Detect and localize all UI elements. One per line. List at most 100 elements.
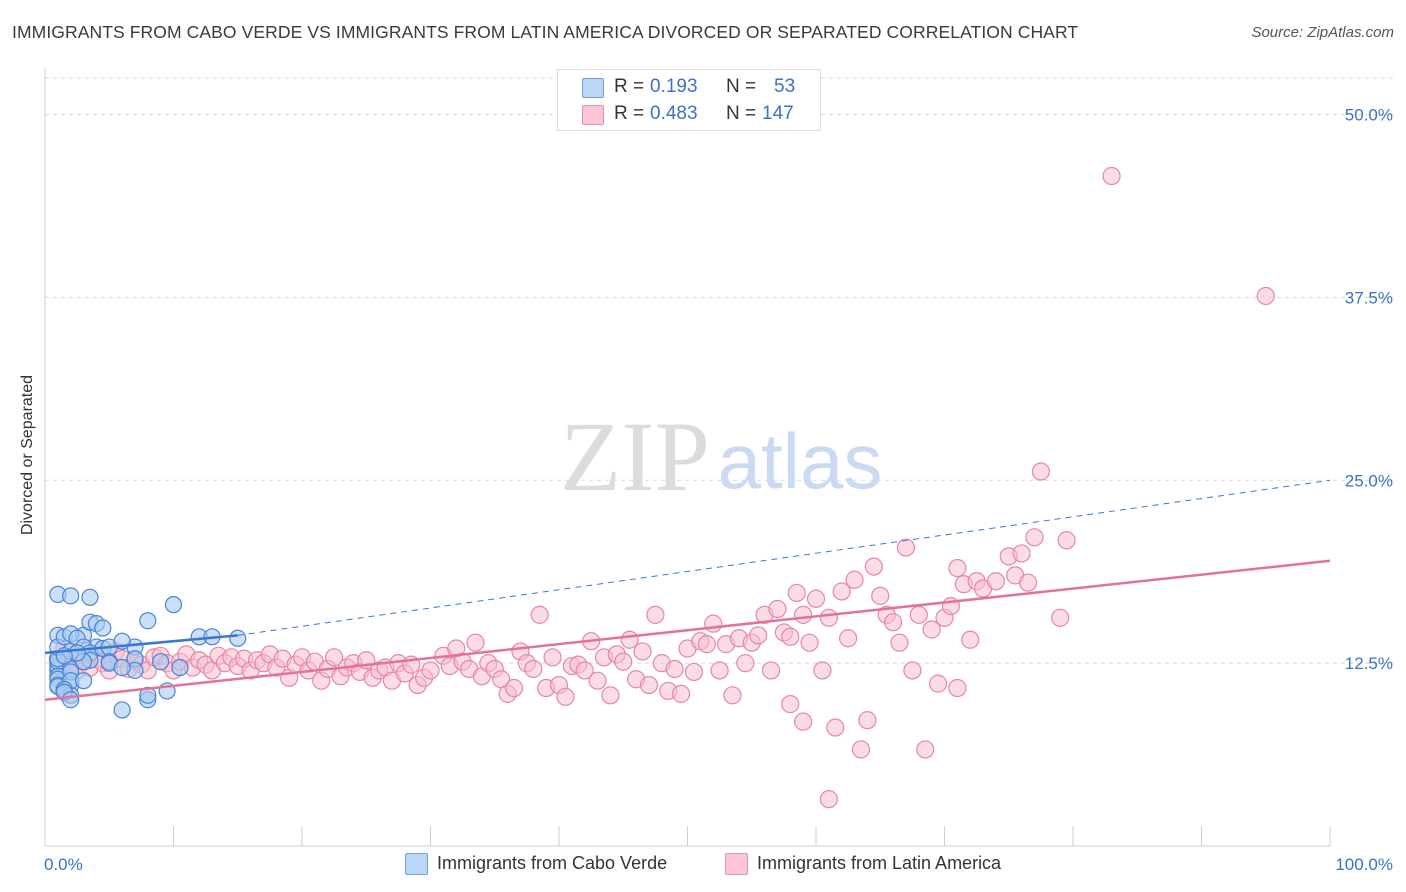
data-point-latin-america [1256,286,1275,306]
x-tick-label: 100.0% [1335,855,1393,874]
data-point-latin-america [916,740,935,759]
data-point-latin-america [928,674,948,693]
data-point-latin-america [601,686,620,705]
data-point-latin-america [1018,573,1038,592]
data-point-latin-america [909,605,928,624]
data-point-latin-america [839,629,858,648]
data-point-latin-america [530,605,549,624]
legend-r-value: 0.193 [650,76,698,97]
data-point-latin-america [504,678,524,698]
data-point-latin-america [806,589,826,608]
bottom-legend-label: Immigrants from Latin America [757,853,1002,873]
data-point-latin-america [948,678,967,698]
legend-r-value: 0.483 [650,103,698,124]
data-point-latin-america [800,633,819,652]
data-point-latin-america [697,635,716,654]
bottom-legend-label: Immigrants from Cabo Verde [437,853,668,873]
legend-swatch-pink [582,105,604,125]
data-point-latin-america [646,605,665,624]
data-point-latin-america [832,582,851,601]
watermark-atlas: atlas [718,417,883,505]
x-tick-label: 0.0% [44,855,83,874]
y-axis-label: Divorced or Separated [19,374,36,536]
data-point-latin-america [325,648,344,667]
data-point-latin-america [633,642,652,661]
trend-lines [44,479,1331,701]
bottom-legend-swatch-blue [405,853,428,875]
data-point-latin-america [684,662,704,682]
data-point-cabo-verde [171,658,189,677]
data-point-latin-america [710,661,729,680]
source-credit: Source: ZipAtlas.com [1251,24,1394,41]
data-point-cabo-verde [113,701,131,719]
data-point-latin-america [723,686,742,705]
data-point-latin-america [858,711,877,730]
data-point-latin-america [845,570,864,589]
trend-line-cabo-verde-extrapolated [237,479,1331,636]
data-point-latin-america [781,627,800,646]
legend-r-label: R = [614,76,645,97]
data-point-latin-america [1057,531,1076,550]
y-tick-label: 25.0% [1345,471,1393,490]
data-point-latin-america [671,684,691,703]
data-point-latin-america [665,659,684,679]
data-point-cabo-verde [94,619,112,637]
data-point-cabo-verde [74,672,93,690]
data-point-latin-america [864,557,883,576]
axes [44,68,1331,847]
data-point-cabo-verde [152,653,170,671]
data-point-latin-america [903,661,922,680]
data-point-latin-america [421,661,440,680]
data-point-latin-america [749,626,768,645]
data-point-latin-america [851,740,871,759]
data-point-latin-america [575,661,594,680]
data-point-latin-america [1025,528,1044,547]
data-point-latin-america [761,661,781,680]
data-point-latin-america [986,572,1006,591]
data-point-latin-america [588,671,607,690]
data-point-cabo-verde [139,686,157,704]
data-point-latin-america [556,687,575,706]
data-point-cabo-verde [62,691,80,709]
data-point-cabo-verde [229,629,247,647]
series-cabo-verde-points [49,585,247,719]
data-point-latin-america [1012,544,1031,563]
data-point-latin-america [787,583,806,603]
data-point-latin-america [819,790,838,809]
data-point-latin-america [781,695,800,714]
data-point-latin-america [794,712,813,731]
data-point-latin-america [813,661,832,680]
data-point-cabo-verde [62,587,80,605]
data-point-latin-america [826,718,845,737]
data-point-latin-america [1031,462,1050,481]
legend-n-label: N = [726,76,757,97]
data-point-latin-america [704,614,723,633]
zipatlas-watermark: ZIP atlas [560,401,882,512]
data-point-latin-america [922,620,941,639]
data-point-cabo-verde [164,596,183,614]
data-point-latin-america [896,538,916,557]
watermark-zip: ZIP [560,401,710,512]
chart-title: IMMIGRANTS FROM CABO VERDE VS IMMIGRANTS… [12,22,1079,42]
y-tick-label: 12.5% [1345,654,1393,673]
data-point-latin-america [768,599,787,619]
data-point-latin-america [871,586,890,605]
data-point-latin-america [883,613,903,632]
legend-n-value: 53 [774,76,796,97]
data-point-latin-america [736,654,755,673]
bottom-legend-swatch-pink [725,853,748,875]
y-tick-label: 50.0% [1345,106,1393,125]
data-point-cabo-verde [81,588,99,606]
trend-line-latin-america [44,559,1331,701]
data-point-latin-america [466,633,485,652]
legend-n-value: 147 [762,103,794,124]
data-point-cabo-verde [139,612,157,630]
legend-n-label: N = [726,103,757,124]
tick-labels: 12.5% 25.0% 37.5% 50.0% 0.0% 100.0% [44,106,1393,874]
data-point-latin-america [639,675,659,695]
data-point-latin-america [524,659,543,679]
trend-line-cabo-verde [44,634,238,655]
correlation-legend: R = 0.193 N = 53 R = 0.483 N = 147 [557,69,821,131]
data-point-cabo-verde [113,658,131,677]
data-point-latin-america [794,605,813,624]
